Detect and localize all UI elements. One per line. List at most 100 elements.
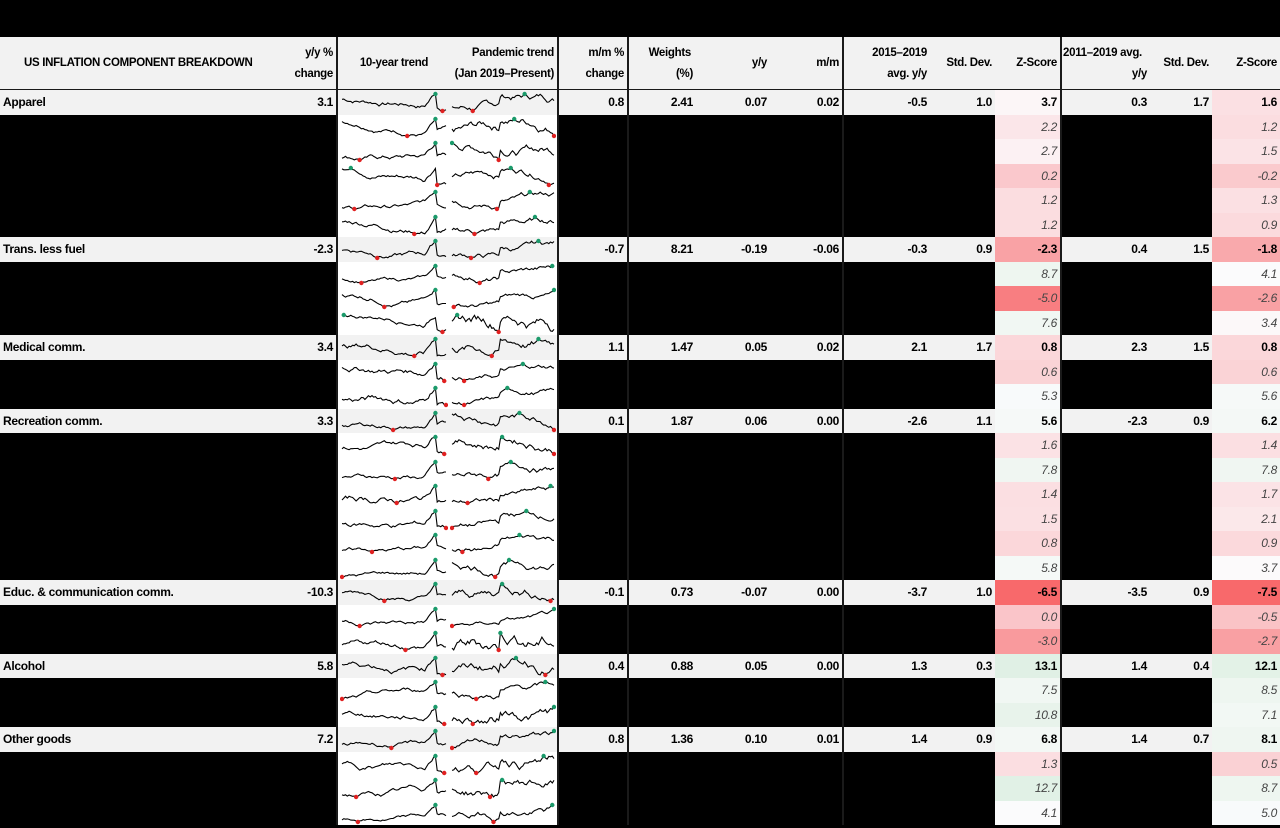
header-weights: Weights (%) [629,37,696,90]
ten-year-sparkline [340,727,448,751]
ten-year-sparkline [340,286,448,310]
cell-avg1119: 0.3 [1062,90,1150,115]
cell-z2: 8.1 [1212,727,1280,752]
ten-year-sparkline [340,752,448,776]
sparkline-cell [338,261,557,286]
cell-z2: 12.1 [1212,653,1280,678]
cell-c-mm: 0.00 [770,580,842,605]
table-subrow: 1.6 1.4 [0,433,1280,458]
sparkline-cell [338,286,557,311]
pandemic-sparkline [450,703,556,727]
pandemic-sparkline [450,188,556,212]
cell-c-mm: 0.02 [770,90,842,115]
cell-z2: 1.7 [1212,482,1280,507]
pandemic-sparkline [450,262,556,286]
sparkline-cell [338,776,557,801]
cell-z1: 12.7 [995,776,1060,801]
cell-name: Apparel [0,90,250,115]
cell-z1: 0.6 [995,359,1060,384]
cell-z2: -1.8 [1212,237,1280,262]
cell-z1: 2.2 [995,114,1060,139]
cell-z2: 7.1 [1212,702,1280,727]
ten-year-sparkline [340,139,448,163]
sparkline-cell [338,163,557,188]
cell-avg1119: -3.5 [1062,580,1150,605]
ten-year-sparkline [340,507,448,531]
sparkline-cell [338,90,557,115]
cell-name: Recreation comm. [0,408,250,433]
cell-z2: 0.8 [1212,335,1280,360]
cell-std1: 1.0 [930,580,995,605]
table-subrow: 8.7 4.1 [0,261,1280,286]
table-subrow: 1.5 2.1 [0,506,1280,531]
header-component: US INFLATION COMPONENT BREAKDOWN [0,37,336,90]
cell-z1: 10.8 [995,702,1060,727]
cell-z1: 8.7 [995,261,1060,286]
sparkline-cell [338,237,557,262]
ten-year-sparkline [340,654,448,678]
pandemic-sparkline [450,482,556,506]
cell-z2: -0.5 [1212,604,1280,629]
table-subrow: -3.0 -2.7 [0,629,1280,654]
cell-name: Trans. less fuel [0,237,250,262]
cell-z1: 0.8 [995,531,1060,556]
cell-mm: 0.4 [559,653,627,678]
cell-std2: 1.5 [1150,335,1212,360]
sparkline-cell [338,751,557,776]
cell-avg1519: 1.3 [844,653,930,678]
cell-z1: 3.7 [995,90,1060,115]
cell-z2: 2.1 [1212,506,1280,531]
cell-z1: 5.3 [995,384,1060,409]
cell-mm: 0.8 [559,727,627,752]
header-10yr-label: 10-year trend [359,57,429,69]
cell-z2: 8.5 [1212,678,1280,703]
cell-z1: 1.5 [995,506,1060,531]
table-subrow: 5.3 5.6 [0,384,1280,409]
cell-std2: 0.7 [1150,727,1212,752]
table-subrow: 0.0 -0.5 [0,604,1280,629]
table-subrow: 7.8 7.8 [0,457,1280,482]
header-weights-line1: Weights [648,46,692,59]
table-subrow: 12.7 8.7 [0,776,1280,801]
header-yy: y/y % change [250,37,336,90]
header-avg-2011-2019: 2011–2019 avg. y/y [1062,37,1150,90]
cell-z1: 4.1 [995,800,1060,825]
cell-c-mm: -0.06 [770,237,842,262]
sparkline-cell [338,702,557,727]
cell-yy: 3.1 [250,90,336,115]
table-row: Other goods 7.2 0.8 1.36 0.10 0.01 1.4 0.9 6.8 1.… [0,727,1280,752]
sparkline-cell [338,727,557,752]
cell-weights: 1.47 [629,335,696,360]
cell-z2: 4.1 [1212,261,1280,286]
cell-mm: 0.8 [559,90,627,115]
sparkline-cell [338,555,557,580]
table-subrow: 0.8 0.9 [0,531,1280,556]
cell-mm: 1.1 [559,335,627,360]
cell-c-yy: 0.10 [696,727,770,752]
ten-year-sparkline [340,703,448,727]
header-10yr-trend: 10-year trend [338,37,450,90]
cell-z2: 0.5 [1212,751,1280,776]
cell-weights: 1.87 [629,408,696,433]
pandemic-sparkline [450,727,556,751]
table-subrow: 7.5 8.5 [0,678,1280,703]
sparkline-cell [338,114,557,139]
header-weights-line2: (%) [676,67,693,80]
cell-avg1519: -0.5 [844,90,930,115]
cell-std1: 1.1 [930,408,995,433]
table-row: Alcohol 5.8 0.4 0.88 0.05 0.00 1.3 0.3 13.1 1.4 0.… [0,653,1280,678]
cell-std2: 1.5 [1150,237,1212,262]
header-std-dev-1: Std. Dev. [930,37,995,90]
header-std1-label: Std. Dev. [946,57,992,69]
table-subrow: 1.2 1.3 [0,188,1280,213]
ten-year-sparkline [340,409,448,433]
cell-weights: 8.21 [629,237,696,262]
pandemic-sparkline [450,433,556,457]
cell-yy: 7.2 [250,727,336,752]
column-divider [842,37,844,825]
header-contrib-mm: m/m [770,37,842,90]
cell-mm: 0.1 [559,408,627,433]
header-yy-line2: change [294,67,334,80]
cell-yy: 5.8 [250,653,336,678]
ten-year-sparkline [340,384,448,408]
